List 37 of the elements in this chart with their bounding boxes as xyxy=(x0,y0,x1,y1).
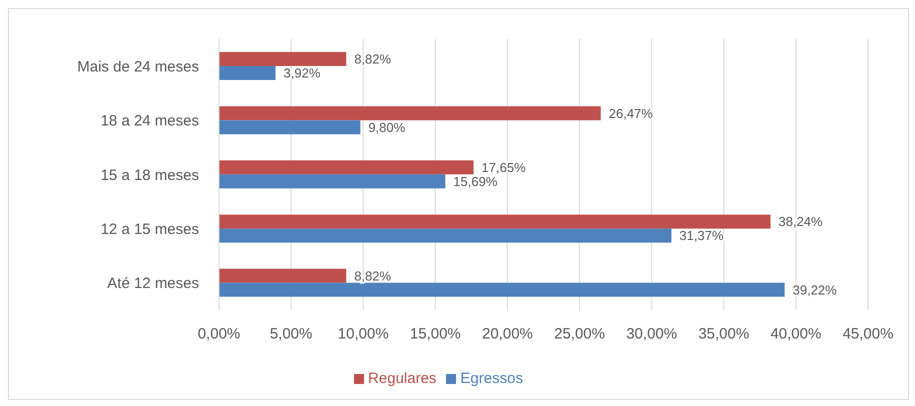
legend-label: Egressos xyxy=(460,370,523,387)
y-tick-label: 15 a 18 meses xyxy=(100,166,199,184)
bar xyxy=(219,282,785,297)
bar xyxy=(219,66,276,80)
bar xyxy=(219,174,446,188)
y-tick-label: Mais de 24 meses xyxy=(77,58,199,76)
bar xyxy=(219,52,346,66)
x-tick-label: 20,00% xyxy=(482,326,533,343)
y-tick-label: 12 a 15 meses xyxy=(100,221,199,238)
y-tick-label: 18 a 24 meses xyxy=(100,112,199,130)
bar xyxy=(219,106,601,120)
bar xyxy=(219,268,346,283)
data-label: 8,82% xyxy=(354,52,392,67)
y-tick-label: Até 12 meses xyxy=(107,275,199,292)
data-label: 8,82% xyxy=(354,268,392,284)
x-tick-label: 15,00% xyxy=(410,326,461,343)
bar xyxy=(219,214,771,229)
x-tick-label: 25,00% xyxy=(554,326,605,343)
data-label: 31,37% xyxy=(679,228,724,244)
bar xyxy=(219,228,672,243)
x-tick-label: 30,00% xyxy=(626,326,678,343)
x-tick-label: 40,00% xyxy=(770,326,822,343)
x-tick-label: 35,00% xyxy=(698,326,750,343)
data-label: 38,24% xyxy=(778,214,824,230)
data-label: 15,69% xyxy=(453,174,498,190)
data-label: 26,47% xyxy=(608,106,654,121)
legend-label: Regulares xyxy=(368,370,436,387)
x-tick-label: 45,00% xyxy=(842,326,894,343)
x-tick-label: 5,00% xyxy=(270,326,312,343)
data-label: 17,65% xyxy=(482,160,526,176)
x-tick-label: 0,00% xyxy=(198,326,240,343)
data-label: 9,80% xyxy=(368,120,406,135)
bar xyxy=(219,120,360,134)
x-tick-label: 10,00% xyxy=(338,326,389,343)
bar xyxy=(219,160,474,174)
data-label: 39,22% xyxy=(792,282,838,298)
data-label: 3,92% xyxy=(284,66,321,81)
